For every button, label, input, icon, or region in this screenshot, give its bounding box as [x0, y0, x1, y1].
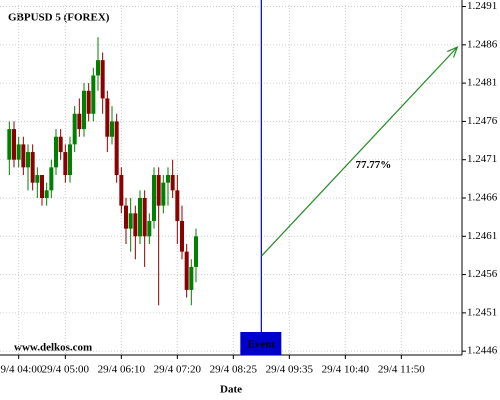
candle-body — [114, 121, 119, 176]
candle-body — [100, 60, 105, 99]
candle-body — [72, 113, 77, 145]
candle-body — [105, 98, 110, 137]
candle-body — [170, 175, 175, 191]
candle-body — [142, 197, 147, 237]
candle-body — [156, 175, 161, 206]
arrow-head — [447, 45, 459, 58]
candle-body — [91, 75, 96, 114]
candle-body — [184, 251, 189, 290]
y-tick-label: 1.2466 — [467, 192, 498, 204]
candle-body — [175, 190, 180, 221]
projection-arrow — [260, 46, 458, 257]
candle-body — [119, 175, 124, 206]
candle-body — [82, 90, 86, 130]
event-label: Event — [248, 339, 276, 351]
candle-body — [138, 197, 142, 237]
candle-body — [147, 220, 152, 237]
y-tick-label: 1.2486 — [467, 38, 498, 50]
candle-body — [26, 152, 30, 168]
y-tick-label: 1.2451 — [467, 306, 497, 318]
x-tick-label: 29/4 08:25 — [210, 364, 258, 376]
x-tick-label: 29/4 09:35 — [266, 364, 314, 376]
x-tick-label: 29/4 11:50 — [378, 364, 425, 376]
candle-body — [194, 236, 198, 267]
y-tick-label: 1.2471 — [467, 153, 497, 165]
x-tick-label: 29/4 07:20 — [154, 364, 202, 376]
candle-body — [77, 113, 82, 130]
x-tick-label: 29/4 05:00 — [42, 364, 90, 376]
candle-body — [44, 190, 49, 198]
candle-body — [161, 182, 166, 206]
candle-body — [58, 136, 63, 153]
candle-body — [68, 144, 72, 176]
y-tick-label: 1.2461 — [467, 230, 497, 242]
candle-body — [110, 121, 114, 137]
candle-body — [12, 129, 16, 160]
candle-body — [63, 152, 68, 176]
y-tick-label: 1.2491 — [467, 0, 497, 12]
candle-body — [96, 60, 100, 76]
x-tick-label: 29/4 10:40 — [322, 364, 370, 376]
candle-body — [35, 175, 40, 183]
candle-body — [133, 213, 138, 237]
x-tick-label: 29/4 04:00 — [0, 364, 43, 376]
candle-body — [21, 144, 26, 168]
watermark: www.delkos.com — [14, 342, 92, 354]
x-tick-label: 29/4 06:10 — [98, 364, 146, 376]
y-tick-label: 1.2476 — [467, 115, 498, 127]
event-box — [240, 332, 282, 355]
y-tick-label: 1.2446 — [467, 345, 498, 357]
candle-body — [166, 175, 170, 183]
candle-body — [180, 220, 184, 252]
candle-body — [152, 175, 156, 221]
candle-body — [30, 152, 35, 183]
candle-body — [86, 90, 91, 114]
candle-body — [49, 167, 54, 191]
candle-body — [124, 205, 128, 229]
candle-body — [40, 175, 44, 198]
candle-body — [128, 213, 133, 229]
candle-body — [54, 136, 58, 168]
chart-title: GBPUSD 5 (FOREX) — [8, 12, 110, 24]
y-tick-label: 1.2481 — [467, 77, 497, 89]
candle-body — [189, 266, 194, 290]
projection-label: 77.77% — [355, 159, 391, 171]
x-axis-label: Date — [220, 384, 242, 396]
candle-body — [16, 144, 21, 160]
candle-body — [7, 129, 12, 160]
y-tick-label: 1.2456 — [467, 268, 498, 280]
